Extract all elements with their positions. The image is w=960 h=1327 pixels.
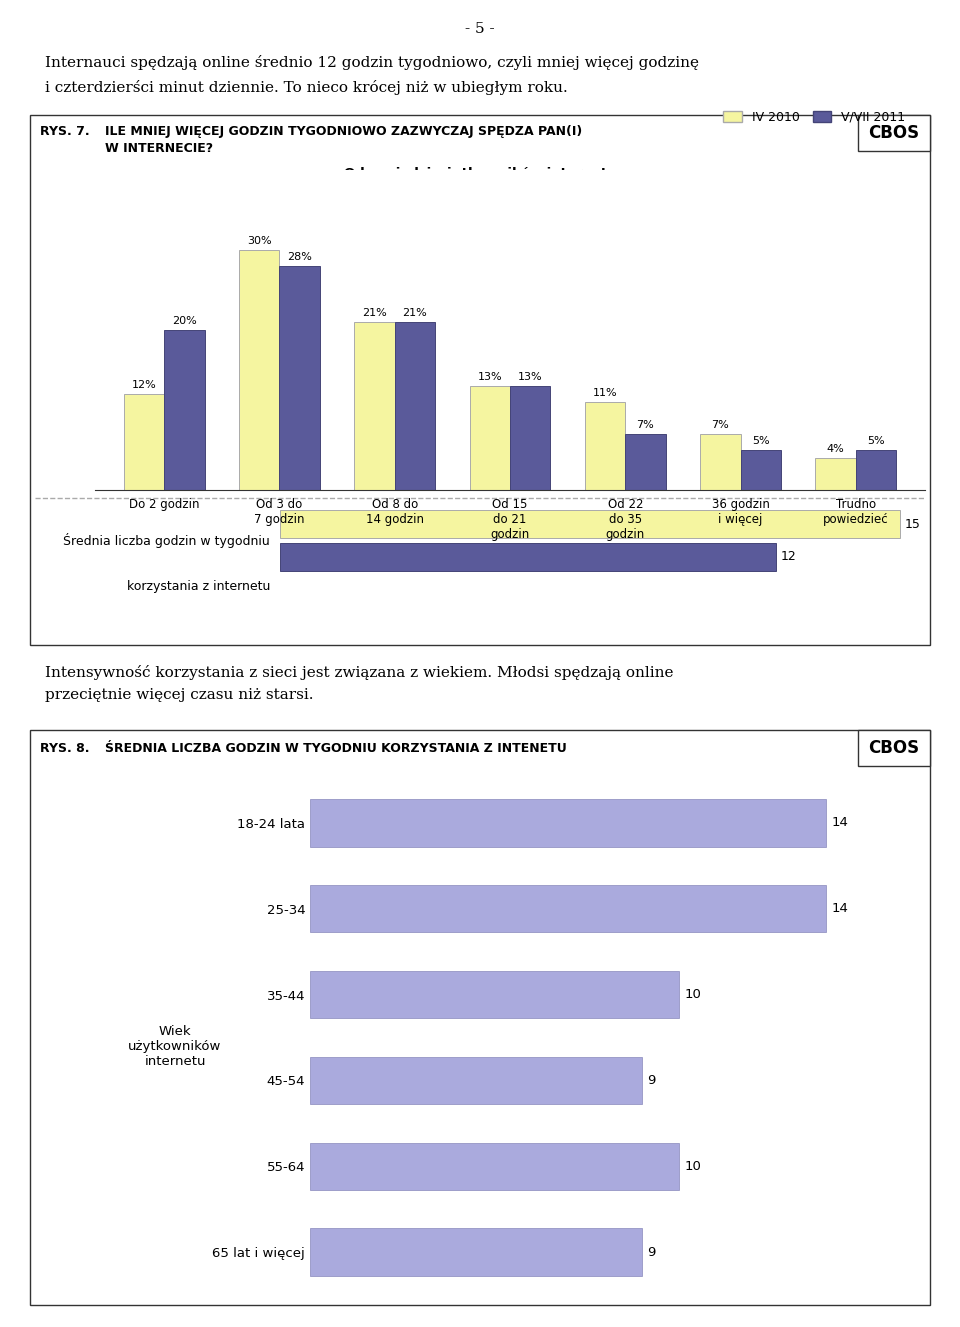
Bar bbox=[354, 322, 395, 490]
Text: 4%: 4% bbox=[827, 445, 845, 454]
Text: - 5 -: - 5 - bbox=[466, 23, 494, 36]
Text: ŚREDNIA LICZBA GODZIN W TYGODNIU KORZYSTANIA Z INTENETU: ŚREDNIA LICZBA GODZIN W TYGODNIU KORZYST… bbox=[105, 742, 566, 755]
Text: RYS. 7.: RYS. 7. bbox=[40, 125, 89, 138]
Bar bbox=[30, 115, 930, 645]
Bar bbox=[164, 330, 204, 490]
Text: 9: 9 bbox=[647, 1074, 656, 1087]
Bar bbox=[469, 386, 510, 490]
Text: 20%: 20% bbox=[172, 316, 197, 326]
Text: 21%: 21% bbox=[362, 308, 387, 318]
Text: 7%: 7% bbox=[636, 421, 655, 430]
Text: 9: 9 bbox=[647, 1246, 656, 1258]
Bar bbox=[858, 115, 930, 151]
Bar bbox=[310, 1056, 642, 1104]
Text: Średnia liczba godzin w tygodniu: Średnia liczba godzin w tygodniu bbox=[63, 532, 270, 548]
Bar bbox=[855, 450, 897, 490]
Text: 30%: 30% bbox=[247, 236, 272, 245]
Text: Odpowiedzi użytkowników internetu: Odpowiedzi użytkowników internetu bbox=[344, 167, 616, 180]
Text: 21%: 21% bbox=[402, 308, 427, 318]
Text: CBOS: CBOS bbox=[869, 123, 920, 142]
Bar bbox=[30, 730, 930, 1304]
Text: 10: 10 bbox=[684, 989, 701, 1001]
Text: 12%: 12% bbox=[132, 380, 156, 390]
Bar bbox=[585, 402, 625, 490]
Bar bbox=[700, 434, 740, 490]
Bar bbox=[858, 730, 930, 766]
Text: Wiek
użytkowników
internetu: Wiek użytkowników internetu bbox=[129, 1024, 222, 1068]
Bar bbox=[239, 249, 279, 490]
Text: 5%: 5% bbox=[867, 437, 885, 446]
Text: 7%: 7% bbox=[711, 421, 730, 430]
Text: 10: 10 bbox=[684, 1160, 701, 1173]
Text: 13%: 13% bbox=[477, 372, 502, 382]
Bar bbox=[124, 394, 164, 490]
Bar bbox=[310, 971, 679, 1018]
Text: 15: 15 bbox=[905, 518, 921, 531]
Text: RYS. 8.: RYS. 8. bbox=[40, 742, 89, 755]
Bar bbox=[395, 322, 435, 490]
Text: 14: 14 bbox=[831, 902, 849, 916]
Bar bbox=[510, 386, 550, 490]
Text: Internauci spędzają online średnio 12 godzin tygodniowo, czyli mniej więcej godz: Internauci spędzają online średnio 12 go… bbox=[45, 54, 699, 70]
Text: 5%: 5% bbox=[752, 437, 770, 446]
Text: CBOS: CBOS bbox=[869, 739, 920, 756]
Bar bbox=[280, 543, 776, 571]
Legend: IV 2010, V/VII 2011: IV 2010, V/VII 2011 bbox=[718, 106, 910, 129]
Text: i czterdzierści minut dziennie. To nieco krócej niż w ubiegłym roku.: i czterdzierści minut dziennie. To nieco… bbox=[45, 80, 567, 96]
Bar bbox=[279, 265, 320, 490]
Text: 11%: 11% bbox=[592, 387, 617, 398]
Text: 13%: 13% bbox=[517, 372, 542, 382]
Bar bbox=[280, 510, 900, 537]
Text: 28%: 28% bbox=[287, 252, 312, 261]
Bar bbox=[310, 1143, 679, 1190]
Text: korzystania z internetu: korzystania z internetu bbox=[127, 580, 270, 593]
Bar bbox=[310, 1229, 642, 1275]
Text: ILE MNIEJ WIĘCEJ GODZIN TYGODNIOWO ZAZWYCZAJ SPĘDZA PAN(I): ILE MNIEJ WIĘCEJ GODZIN TYGODNIOWO ZAZWY… bbox=[105, 125, 583, 138]
Bar bbox=[815, 458, 855, 490]
Bar bbox=[310, 885, 827, 933]
Text: przeciętnie więcej czasu niż starsi.: przeciętnie więcej czasu niż starsi. bbox=[45, 687, 314, 702]
Bar bbox=[740, 450, 780, 490]
Bar bbox=[625, 434, 665, 490]
Text: 14: 14 bbox=[831, 816, 849, 829]
Bar bbox=[310, 799, 827, 847]
Text: 12: 12 bbox=[781, 551, 797, 564]
Text: W INTERNECIE?: W INTERNECIE? bbox=[105, 142, 213, 155]
Text: Intensywność korzystania z sieci jest związana z wiekiem. Młodsi spędzają online: Intensywność korzystania z sieci jest zw… bbox=[45, 665, 674, 679]
